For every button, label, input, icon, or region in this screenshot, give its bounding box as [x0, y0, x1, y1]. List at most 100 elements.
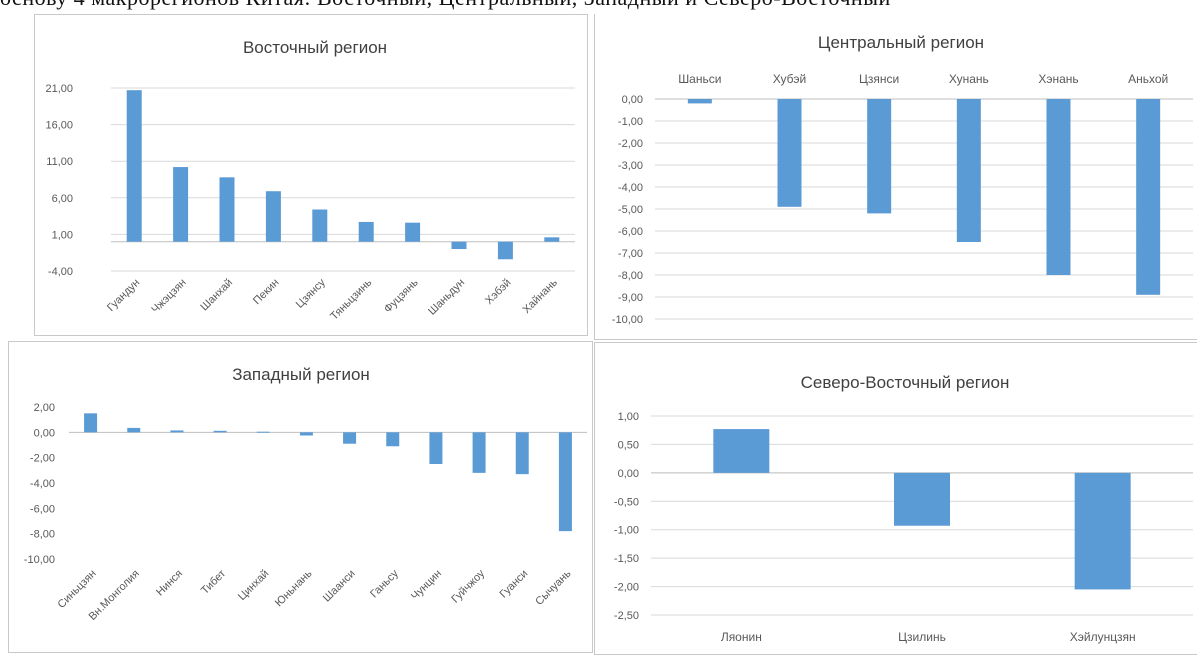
category-label: Тибет [199, 568, 228, 597]
chart-title: Восточный регион [243, 38, 387, 57]
category-label: Сычуань [533, 567, 573, 607]
category-label: Цзилинь [898, 630, 946, 644]
y-tick-label: -6,00 [30, 503, 55, 515]
y-tick-label: -1,00 [618, 116, 643, 128]
bar [386, 432, 400, 447]
y-tick-label: -2,00 [614, 582, 639, 594]
bar [1136, 99, 1161, 295]
bar [451, 241, 467, 250]
category-label: Цзянсу [294, 276, 328, 310]
bar [219, 177, 235, 242]
bar [84, 413, 98, 433]
category-label: Хайнань [521, 276, 561, 316]
y-tick-label: -7,00 [618, 248, 643, 260]
bar [173, 167, 189, 242]
chart-central-svg: Центральный регион 0,00 -1,00 -2,00 -3,00 -4,… [612, 33, 1193, 326]
chart-east-svg: Восточный регион 21,00 16,00 11,00 6,00 1,00 -… [45, 38, 575, 323]
chart-title: Центральный регион [818, 33, 984, 52]
category-label: Шанхай [198, 277, 235, 314]
y-tick-label: -10,00 [612, 314, 643, 326]
chart-title: Северо-Восточный регион [801, 373, 1010, 392]
y-tick-label: -1,00 [614, 525, 639, 537]
y-tick-label: -4,00 [48, 266, 73, 278]
chart-central-region: Центральный регион 0,00 -1,00 -2,00 -3,00 -4,… [594, 14, 1197, 340]
y-tick-label: 0,00 [618, 468, 639, 480]
bar [497, 241, 513, 260]
bar [299, 432, 313, 436]
bar [894, 472, 950, 526]
y-tick-label: -3,00 [618, 160, 643, 172]
y-tick-label: -5,00 [618, 204, 643, 216]
category-label: Хэнань [1038, 72, 1078, 86]
y-tick-label: 0,00 [34, 427, 55, 439]
top-text-strip: основу 4 макрорегионов Китая: Восточный,… [0, 0, 1197, 16]
bar [558, 432, 572, 532]
category-label: Тяньцзинь [328, 276, 374, 322]
y-tick-label: -6,00 [618, 226, 643, 238]
category-label: Гуанси [498, 568, 531, 601]
y-tick-label: -9,00 [618, 292, 643, 304]
y-tick-label: -4,00 [618, 182, 643, 194]
bar [405, 222, 421, 242]
y-tick-label: 21,00 [45, 83, 73, 95]
category-label: Хэбэй [483, 277, 513, 307]
top-text: основу 4 макрорегионов Китая: Восточный,… [0, 0, 891, 11]
bar [472, 432, 486, 473]
bar [713, 429, 770, 473]
y-tick-label: -8,00 [30, 529, 55, 541]
y-tick-label: -10,00 [24, 554, 55, 566]
category-label: Гуандун [105, 277, 142, 314]
category-label: Ляонин [721, 630, 762, 644]
bar [343, 432, 357, 444]
category-label: Шаньси [678, 72, 721, 86]
bar [777, 99, 802, 207]
category-label: Цзянси [859, 72, 899, 86]
category-label: Шаанси [321, 568, 358, 605]
y-tick-label: 6,00 [52, 193, 73, 205]
y-tick-label: 11,00 [46, 156, 73, 168]
bar [256, 431, 270, 433]
chart-title: Западный регион [232, 365, 370, 384]
bar [126, 90, 142, 242]
category-label: Синьцзян [55, 568, 98, 611]
category-label: Пекин [251, 277, 281, 307]
chart-west-region: Западный регион 2,00 0,00 -2,00 -4,00 -6,00 -8… [8, 341, 593, 653]
chart-east-region: Восточный регион 21,00 16,00 11,00 6,00 1,00 -… [34, 14, 588, 336]
category-label: Ганьсу [368, 567, 401, 600]
category-label: Аньхой [1128, 72, 1168, 86]
category-label: Фуцзянь [382, 276, 421, 315]
category-label: Шаньдун [426, 277, 467, 318]
bar [429, 432, 443, 464]
bar [170, 430, 184, 433]
bar [312, 209, 328, 242]
y-tick-label: 2,00 [34, 402, 55, 414]
bar [127, 427, 141, 433]
y-tick-label: -2,50 [614, 610, 639, 622]
category-label: Юньнань [273, 567, 315, 609]
bar [265, 191, 281, 242]
y-tick-label: -4,00 [30, 478, 55, 490]
category-label: Нинся [154, 568, 185, 599]
y-tick-label: -0,50 [614, 496, 639, 508]
category-label: Чжэцзян [149, 277, 188, 316]
category-label: Цинхай [236, 568, 271, 603]
bar [358, 221, 374, 242]
y-tick-label: -8,00 [618, 270, 643, 282]
bar [956, 99, 981, 242]
y-tick-label: 0,50 [618, 439, 639, 451]
y-tick-label: 1,00 [618, 411, 639, 423]
bar [1046, 99, 1071, 275]
y-tick-label: 0,00 [622, 94, 643, 106]
category-label: Хунань [949, 72, 989, 86]
bar [213, 430, 227, 433]
y-tick-label: -1,50 [614, 553, 639, 565]
bar [1074, 472, 1131, 590]
category-label: Хубэй [773, 72, 806, 86]
bar [515, 432, 529, 475]
y-tick-label: 16,00 [45, 120, 73, 132]
bar [867, 99, 892, 214]
category-label: Гуйчжоу [449, 567, 487, 605]
y-tick-label: 1,00 [52, 229, 73, 241]
chart-northeast-svg: Северо-Восточный регион 1,00 0,50 0,00 -0,50… [614, 373, 1193, 644]
chart-west-svg: Западный регион 2,00 0,00 -2,00 -4,00 -6,00 -8… [24, 365, 587, 623]
